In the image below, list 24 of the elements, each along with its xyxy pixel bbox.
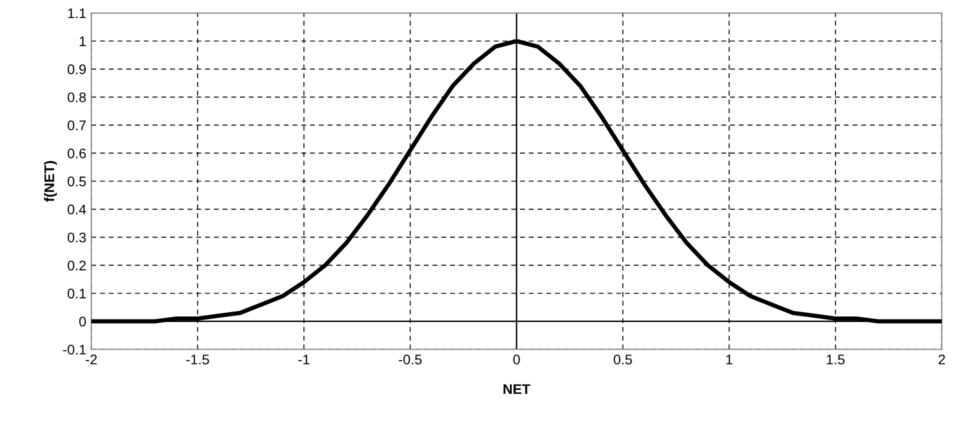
y-axis-title: f(NET) [44,161,57,202]
y-tick-label: 0.3 [68,232,86,242]
x-tick-label: -1 [298,354,310,364]
y-tick-label: 1.1 [68,8,86,18]
x-tick-label: 0.5 [614,354,632,364]
x-tick-label: -0.5 [398,354,422,364]
y-tick-label: 0.9 [68,64,86,74]
x-tick-label: -2 [86,354,97,364]
y-tick-label: 0.2 [68,260,86,270]
y-tick-label: 1 [80,36,86,46]
x-tick-label: 1.5 [826,354,845,364]
y-tick-label: 0.4 [68,204,86,214]
x-axis-title: NET [504,384,530,394]
y-tick-label: 0.8 [68,92,86,102]
y-tick-label: 0.1 [68,288,86,298]
y-tick-label: 0 [79,316,86,327]
y-tick-label: 0.6 [68,148,86,158]
y-tick-label: 0.7 [68,120,86,130]
x-tick-label: 2 [938,354,945,364]
x-tick-label: 1 [726,354,732,364]
x-tick-label: -1.5 [186,354,209,364]
y-tick-label: 0.5 [68,176,86,186]
x-tick-label: 0 [513,354,520,364]
y-tick-label: -0.1 [63,344,86,355]
